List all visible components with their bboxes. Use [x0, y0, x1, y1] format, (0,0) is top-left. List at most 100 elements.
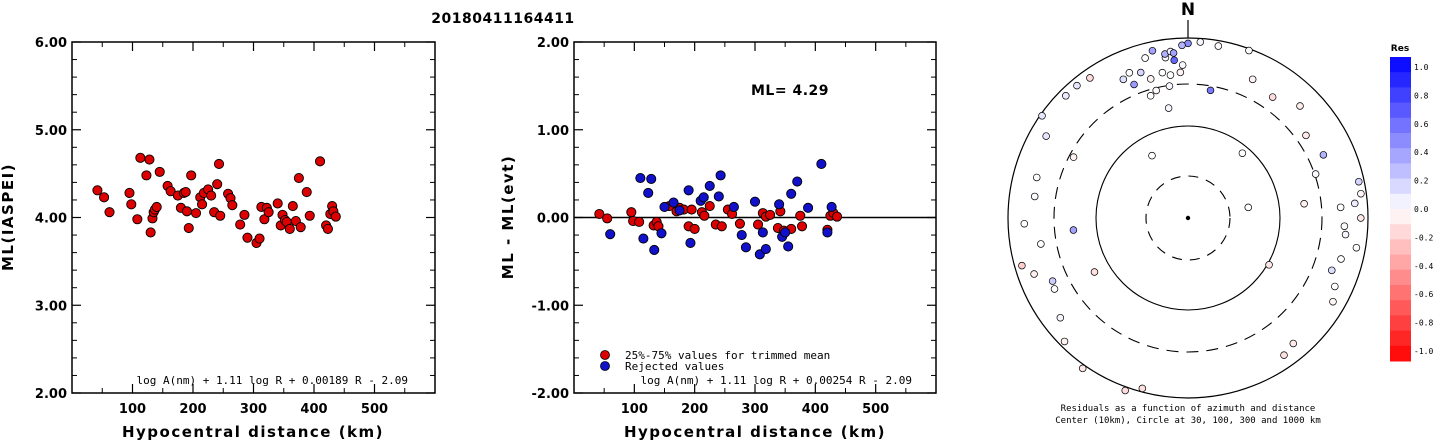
left-data-point — [141, 170, 152, 181]
azimuth-data-point — [1331, 282, 1339, 291]
colorbar-cell — [1390, 57, 1411, 73]
left-data-point — [235, 219, 246, 230]
middle-data-point — [736, 229, 747, 241]
left-data-point — [154, 166, 165, 177]
azimuth-data-point — [1086, 74, 1094, 82]
colorbar-cell — [1390, 224, 1411, 240]
left-data-point — [239, 209, 250, 220]
left-x-axis-label: Hypocentral distance (km) — [122, 423, 384, 441]
middle-data-point — [716, 221, 727, 232]
azimuth-data-point — [1146, 92, 1155, 100]
middle-data-point — [728, 201, 739, 213]
left-data-point — [287, 201, 298, 212]
azimuth-data-point — [1148, 46, 1157, 55]
colorbar-cell — [1390, 239, 1411, 256]
left-data-point — [132, 214, 143, 225]
middle-x-tick-label: 500 — [862, 402, 889, 417]
azimuth-data-point — [1319, 151, 1328, 159]
ml-value-label: ML= 4.29 — [751, 83, 829, 99]
azimuth-data-point — [1050, 285, 1059, 293]
left-data-point — [92, 185, 103, 196]
left-data-point — [144, 154, 155, 165]
colorbar-tick-label: 0.6 — [1414, 120, 1429, 129]
left-data-point — [145, 227, 156, 238]
azimuth-data-point — [1196, 38, 1205, 46]
left-y-tick-label: 5.00 — [35, 124, 67, 139]
colorbar-cell — [1390, 300, 1411, 316]
colorbar-cell — [1390, 163, 1411, 180]
left-y-axis-label: ML(IASPEI) — [0, 163, 17, 271]
azimuth-data-point — [1138, 384, 1147, 393]
middle-x-tick-label: 200 — [681, 402, 708, 417]
colorbar-cell — [1390, 345, 1411, 362]
middle-data-point — [760, 244, 771, 255]
azimuth-data-point — [1152, 86, 1160, 95]
azimuth-data-point — [1280, 351, 1288, 359]
azimuth-data-point — [1248, 75, 1257, 84]
middle-data-point — [783, 241, 794, 252]
middle-y-tick-label: 1.00 — [537, 124, 569, 139]
middle-points — [594, 158, 843, 260]
residual-colorbar: Res 1.0 0.8 0.6 0.4 0.2 0.0 -0.2 -0.4 -0.6 -0.8 -1… — [1390, 44, 1433, 362]
middle-data-point — [602, 213, 613, 224]
azimuth-data-point — [1300, 199, 1308, 208]
middle-data-point — [668, 197, 679, 208]
middle-y-tick-label: 0.00 — [537, 212, 569, 227]
middle-data-point — [635, 172, 646, 184]
left-data-point — [272, 198, 283, 209]
left-x-tick-label: 500 — [361, 402, 388, 417]
azimuth-data-point — [1121, 386, 1129, 395]
middle-y-tick-label: -1.00 — [532, 299, 569, 314]
azimuth-data-point — [1136, 68, 1145, 77]
azimuth-data-point — [1340, 222, 1349, 230]
azimuth-data-point — [1170, 56, 1178, 64]
left-data-point — [151, 201, 162, 213]
azimuth-data-point — [1328, 266, 1336, 275]
middle-data-point — [683, 185, 694, 196]
left-data-point — [301, 187, 312, 198]
circle-30km — [1145, 175, 1231, 261]
middle-data-point — [774, 199, 785, 210]
left-y-tick-label: 4.00 — [35, 212, 67, 227]
azimuth-data-point — [1056, 313, 1065, 322]
middle-data-point — [646, 173, 657, 184]
left-data-point — [206, 190, 217, 201]
azimuth-data-point — [1048, 277, 1057, 285]
azimuth-data-point — [1125, 69, 1134, 77]
azimuth-data-point — [1119, 75, 1128, 84]
middle-data-point — [686, 204, 697, 215]
middle-data-point — [594, 208, 605, 220]
left-data-point — [293, 172, 304, 184]
center-point — [1185, 215, 1191, 221]
left-data-point — [304, 210, 315, 221]
middle-data-point — [822, 227, 833, 238]
azimuth-data-point — [1351, 199, 1359, 208]
north-label: N — [1181, 0, 1195, 20]
colorbar-tick-label: 0.4 — [1414, 148, 1429, 157]
left-data-point — [215, 210, 226, 221]
left-data-point — [295, 222, 306, 233]
left-x-tick-label: 100 — [119, 402, 146, 417]
azimuth-data-point — [1020, 219, 1029, 228]
middle-data-point — [752, 219, 764, 230]
azimuth-distance-panel: N Residuals as a function of azimuth and… — [1007, 0, 1369, 426]
azimuth-data-point — [1176, 68, 1185, 77]
middle-data-point — [674, 205, 685, 216]
colorbar-cell — [1390, 269, 1411, 286]
azimuth-data-point — [1352, 243, 1361, 252]
colorbar-tick-label: 0.0 — [1414, 205, 1429, 214]
legend: 25%-75% values for trimmed mean Rejected… — [600, 349, 830, 373]
azimuth-points — [1018, 38, 1365, 395]
middle-data-point — [780, 227, 791, 238]
colorbar-cell — [1390, 72, 1411, 88]
left-data-point — [165, 186, 176, 197]
azimuth-caption-1: Residuals as a function of azimuth and d… — [1061, 404, 1316, 414]
azimuth-data-point — [1238, 149, 1247, 157]
azimuth-data-point — [1069, 226, 1078, 234]
azimuth-data-point — [1146, 75, 1155, 83]
azimuth-data-point — [1336, 203, 1345, 212]
middle-data-point — [699, 210, 710, 221]
middle-data-point — [634, 216, 645, 227]
colorbar-tick-label: -0.8 — [1414, 319, 1433, 328]
left-data-point — [212, 179, 223, 190]
